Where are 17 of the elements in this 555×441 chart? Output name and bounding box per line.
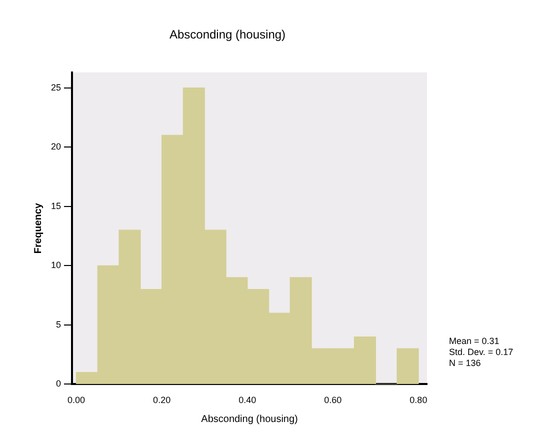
text: Std. Dev. = 0.17 — [449, 347, 514, 358]
chart-title: Absconding (housing) — [169, 28, 286, 42]
x-tick-label: 0.00 — [68, 395, 86, 406]
x-tick-label: 0.60 — [324, 395, 342, 406]
y-tick-label: 5 — [56, 319, 62, 330]
x-axis-title: Absconding (housing) — [201, 414, 298, 425]
y-axis-title: Frequency — [32, 202, 44, 254]
text: Mean = 0.31 — [449, 336, 500, 346]
y-tick-label: 15 — [50, 200, 62, 211]
x-tick-label: 0.80 — [410, 395, 428, 406]
y-tick-label: 25 — [50, 82, 62, 92]
y-tick-label: 10 — [50, 260, 62, 270]
y-tick-label: 20 — [50, 142, 62, 152]
x-tick-label: 0.40 — [238, 395, 256, 406]
text: N = 136 — [449, 358, 481, 368]
x-tick-label: 0.20 — [153, 395, 171, 406]
y-tick-label: 0 — [56, 378, 62, 389]
